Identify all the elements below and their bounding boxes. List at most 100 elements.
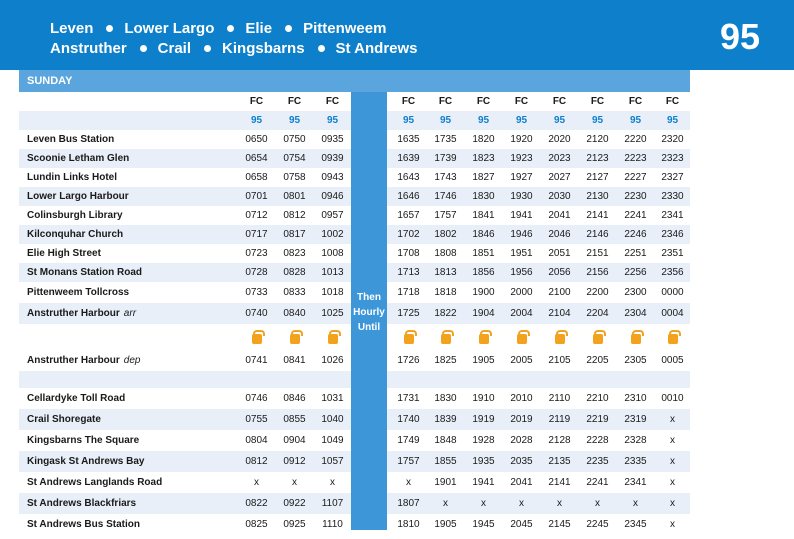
time-cell: x: [443, 498, 448, 509]
time-cell: 0701: [245, 191, 268, 202]
time-cell: 2145: [548, 519, 571, 530]
kettle-icon: [251, 330, 265, 344]
kettle-icon: [592, 330, 606, 344]
time-cell: 2341: [661, 210, 684, 221]
time-cell: 1856: [472, 267, 495, 278]
route-stop: Leven: [50, 19, 94, 37]
header-banner: Leven Lower Largo Elie Pittenweem Anstru…: [0, 0, 794, 70]
bullet-dot-icon: [139, 44, 147, 52]
time-cell: 2227: [624, 172, 647, 183]
time-cell: 0935: [321, 134, 344, 145]
stop-name-cell: Scoonie Letham Glen: [27, 149, 129, 168]
time-cell: 1928: [472, 435, 495, 446]
stop-name-cell: Crail Shoregate: [27, 409, 101, 430]
time-cell: 0754: [283, 153, 306, 164]
time-cell: 2123: [586, 153, 609, 164]
operator-cell: FC: [628, 96, 643, 107]
time-cell: 1820: [472, 134, 495, 145]
time-cell: 1718: [397, 287, 420, 298]
time-cell: 2228: [586, 435, 609, 446]
time-cell: 0804: [245, 435, 268, 446]
time-cell: 2119: [548, 414, 571, 425]
time-cell: 2135: [548, 456, 571, 467]
time-cell: 1848: [434, 435, 457, 446]
operator-cell: FC: [401, 96, 416, 107]
stop-name: Anstruther Harbour: [27, 355, 120, 366]
time-cell: 2130: [586, 191, 609, 202]
time-cell: x: [330, 477, 335, 488]
then-hourly-column: Then Hourly Until: [351, 92, 387, 530]
stop-name: Lundin Links Hotel: [27, 172, 117, 183]
route-stop: Lower Largo: [124, 19, 215, 37]
time-cell: x: [254, 477, 259, 488]
time-cell: 2335: [624, 456, 647, 467]
time-cell: 2110: [548, 393, 571, 404]
time-cell: 0723: [245, 248, 268, 259]
time-cell: 2005: [510, 355, 533, 366]
time-cell: 2035: [510, 456, 533, 467]
time-cell: 2128: [548, 435, 571, 446]
time-cell: 2127: [586, 172, 609, 183]
time-cell: 1946: [510, 229, 533, 240]
time-cell: 1725: [397, 308, 420, 319]
route-stops-line-1: Leven Lower Largo Elie Pittenweem: [50, 18, 386, 38]
operator-cell: FC: [514, 96, 529, 107]
time-cell: 0733: [245, 287, 268, 298]
stop-name: St Andrews Langlands Road: [27, 477, 163, 488]
time-cell: 0758: [283, 172, 306, 183]
time-cell: 2300: [624, 287, 647, 298]
time-cell: 1900: [472, 287, 495, 298]
stop-name-cell: St Andrews Blackfriars: [27, 493, 136, 514]
time-cell: 2200: [586, 287, 609, 298]
time-cell: 1008: [321, 248, 344, 259]
time-cell: 0943: [321, 172, 344, 183]
stop-name-cell: Cellardyke Toll Road: [27, 388, 125, 409]
time-cell: 2245: [586, 519, 609, 530]
stop-name: Scoonie Letham Glen: [27, 153, 130, 164]
time-cell: 0840: [283, 308, 306, 319]
operator-cell: FC: [325, 96, 340, 107]
time-cell: 0740: [245, 308, 268, 319]
time-cell: 2205: [586, 355, 609, 366]
time-cell: 0741: [245, 355, 268, 366]
time-cell: 0855: [283, 414, 306, 425]
bullet-dot-icon: [106, 24, 114, 32]
time-cell: x: [481, 498, 486, 509]
time-cell: 2323: [661, 153, 684, 164]
stop-name-cell: Elie High Street: [27, 244, 101, 263]
time-cell: 0005: [661, 355, 684, 366]
time-cell: 1945: [472, 519, 495, 530]
time-cell: 2310: [624, 393, 647, 404]
time-cell: 0004: [661, 308, 684, 319]
time-cell: 2151: [586, 248, 609, 259]
time-cell: x: [519, 498, 524, 509]
time-cell: 2023: [548, 153, 571, 164]
operator-cell: FC: [552, 96, 567, 107]
stop-name-cell: Kingask St Andrews Bay: [27, 451, 144, 472]
dwell-cell: [427, 324, 464, 350]
service-cell: 95: [666, 115, 679, 126]
dwell-cell: [465, 324, 502, 350]
stop-name: Elie High Street: [27, 248, 101, 259]
time-cell: 2241: [586, 477, 609, 488]
time-cell: 0750: [283, 134, 306, 145]
stop-name-cell: St Andrews Langlands Road: [27, 472, 162, 493]
time-cell: 2120: [586, 134, 609, 145]
service-cell: 95: [591, 115, 604, 126]
route-stop: Kingsbarns: [222, 39, 305, 57]
time-cell: 2028: [510, 435, 533, 446]
time-cell: 1635: [397, 134, 420, 145]
service-cell: 95: [250, 115, 263, 126]
stop-name: Crail Shoregate: [27, 414, 101, 425]
service-cell: 95: [402, 115, 415, 126]
operator-cell: FC: [590, 96, 605, 107]
dwell-cell: [503, 324, 540, 350]
time-cell: 2327: [661, 172, 684, 183]
time-cell: 2320: [661, 134, 684, 145]
time-cell: 0728: [245, 267, 268, 278]
dwell-cell: [541, 324, 578, 350]
time-cell: 0000: [661, 287, 684, 298]
service-cell: 95: [439, 115, 452, 126]
then-hourly-text: Then Hourly Until: [351, 290, 387, 335]
time-cell: 1013: [321, 267, 344, 278]
